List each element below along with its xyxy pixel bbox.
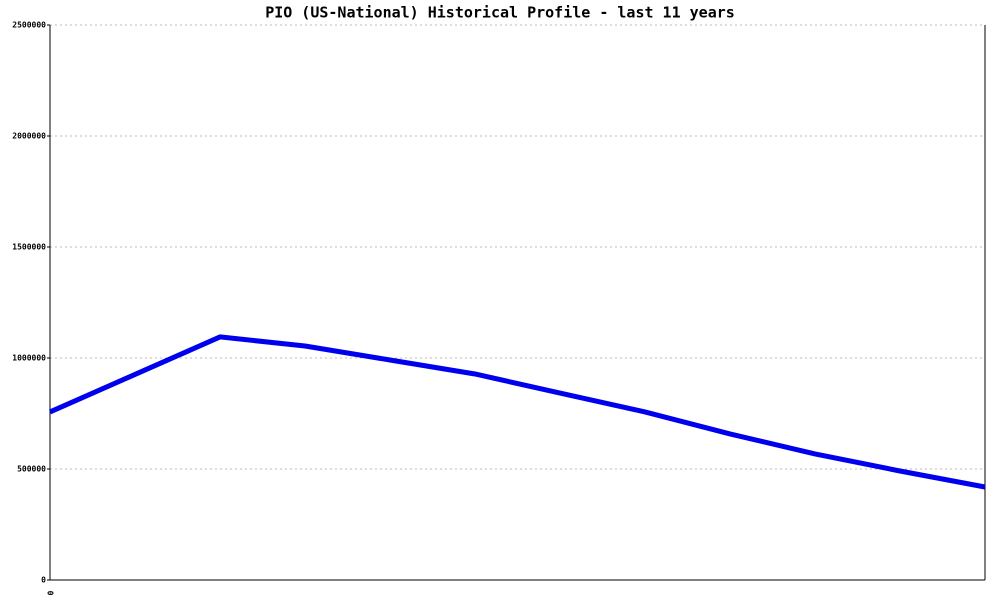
- y-tick-label: 2500000: [12, 21, 46, 30]
- y-tick-label: 2000000: [12, 132, 46, 141]
- x-tick-label: 0: [46, 591, 55, 596]
- chart-title: PIO (US-National) Historical Profile - l…: [265, 4, 735, 22]
- line-series: [48, 334, 986, 490]
- y-tick-label: 1000000: [12, 354, 46, 363]
- y-tick-label: 1500000: [12, 243, 46, 252]
- y-tick-label: 0: [41, 576, 46, 585]
- y-tick-label: 500000: [17, 465, 46, 474]
